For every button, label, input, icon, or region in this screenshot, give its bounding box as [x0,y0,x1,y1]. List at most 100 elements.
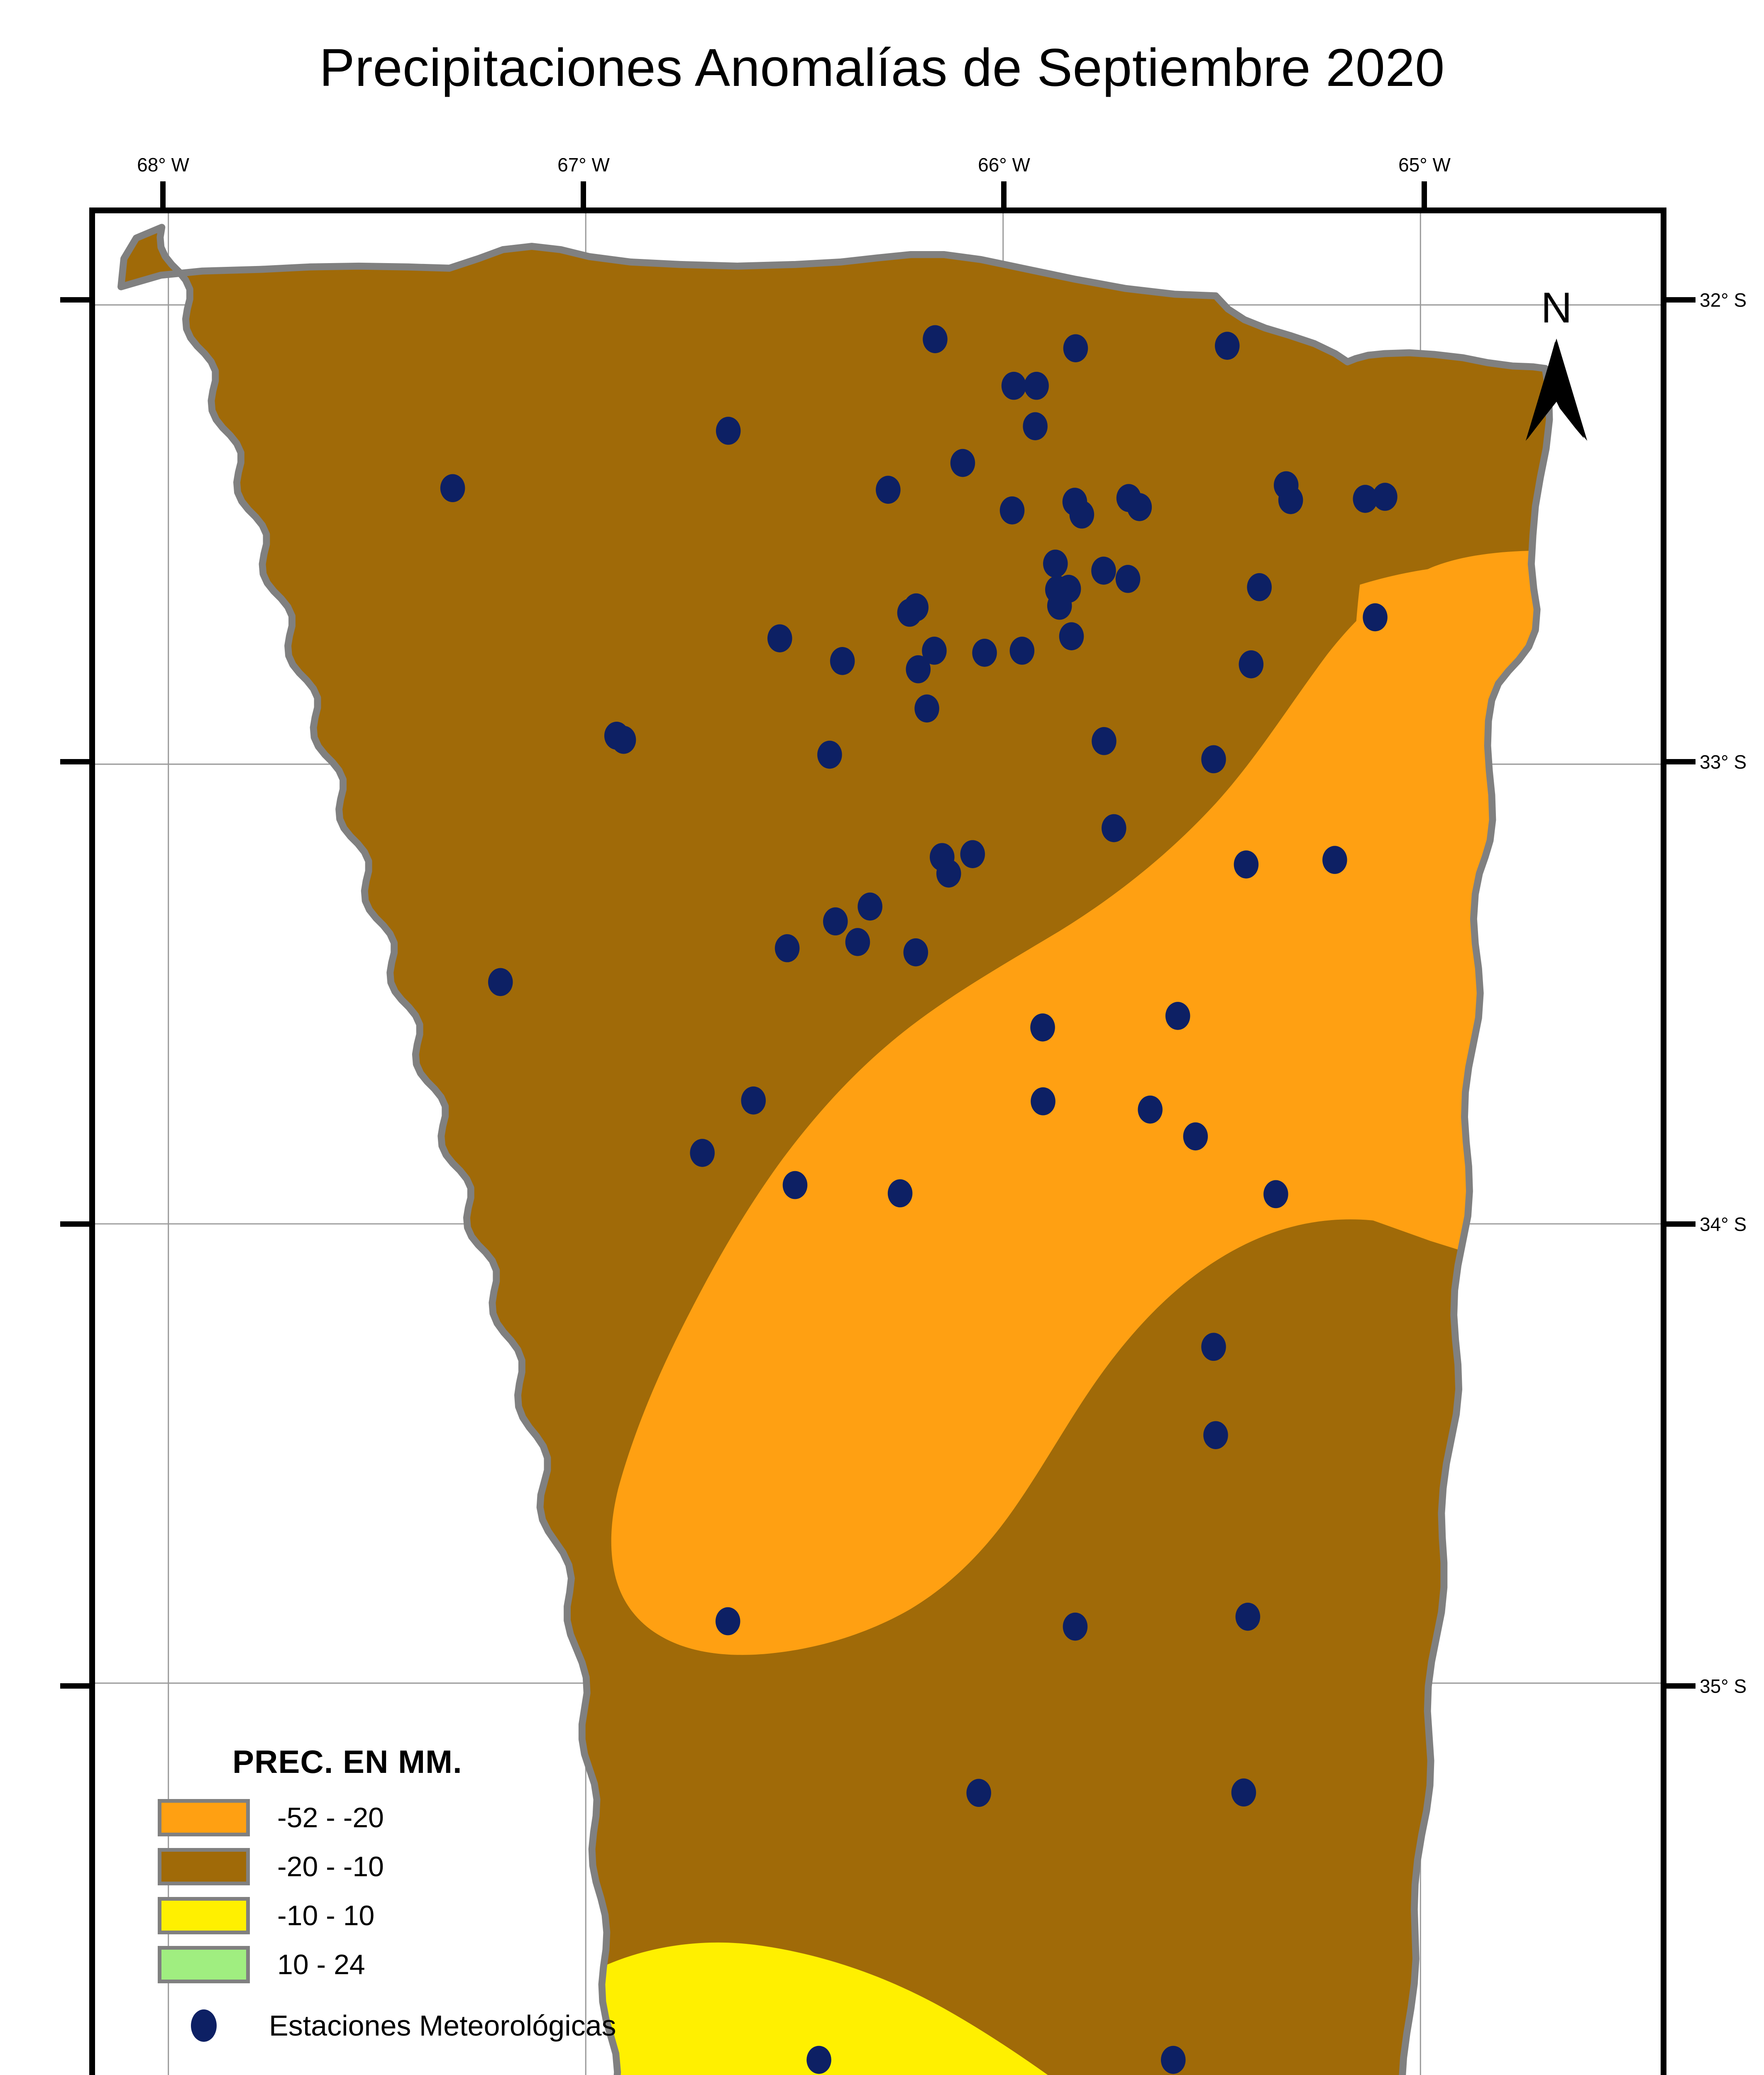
station-point[interactable] [1063,1612,1088,1641]
station-point[interactable] [1138,1095,1163,1124]
lat-tick-32-right [1664,297,1696,303]
station-point[interactable] [887,1179,913,1208]
station-point[interactable] [806,2046,831,2074]
legend-item-stations[interactable]: Estaciones Meteorológicas [125,2001,789,2051]
station-point[interactable] [914,694,939,723]
station-point[interactable] [950,449,975,477]
station-point[interactable] [1023,412,1048,440]
station-point[interactable] [1165,1002,1190,1030]
station-point[interactable] [906,655,931,684]
station-point[interactable] [440,474,465,503]
legend-swatch-green [158,1946,250,1983]
station-point[interactable] [1247,573,1272,601]
north-arrow: N [1511,286,1602,444]
station-point[interactable] [715,1607,740,1636]
lat-tick-33-right [1664,759,1696,764]
station-point[interactable] [1353,485,1378,513]
lat-label-34: 34° S [1700,1213,1747,1235]
station-point[interactable] [1116,484,1141,512]
lon-label-65: 65° W [1398,154,1451,176]
class-area-yellow [601,1942,1414,2075]
legend-swatch-orange [158,1799,250,1836]
legend-label-green: 10 - 24 [277,1949,365,1980]
station-point[interactable] [1101,814,1126,842]
station-point[interactable] [741,1086,766,1115]
lat-tick-34-right [1664,1221,1696,1227]
class-area-orange-ne [1323,563,1549,1270]
lat-tick-35-right [1664,1683,1696,1689]
station-point[interactable] [1031,1087,1055,1116]
station-point[interactable] [1059,622,1084,650]
station-point[interactable] [1092,727,1117,755]
station-point[interactable] [1183,1122,1208,1151]
lon-tick-66 [1001,181,1007,213]
station-point[interactable] [716,417,741,445]
station-point[interactable] [966,1779,991,1807]
map-frame [89,208,1666,2075]
station-point[interactable] [960,840,985,868]
legend-item-orange[interactable]: -52 - -20 [125,1795,789,1841]
legend-label-stations: Estaciones Meteorológicas [269,2009,616,2042]
map-canvas[interactable] [95,213,1661,2075]
station-point[interactable] [1069,500,1095,529]
station-point[interactable] [923,325,948,354]
station-point[interactable] [1214,332,1240,360]
station-point[interactable] [1239,650,1264,679]
station-point[interactable] [1201,745,1226,774]
lon-tick-68 [160,181,166,213]
legend-swatch-yellow [158,1897,250,1934]
station-point[interactable] [1009,637,1035,665]
station-point[interactable] [1235,1602,1261,1631]
station-point[interactable] [1063,334,1088,362]
station-point[interactable] [1024,371,1049,400]
station-point[interactable] [903,938,928,967]
lat-tick-32-left [60,297,92,303]
station-point[interactable] [1115,565,1141,593]
station-dot-icon [191,2009,217,2042]
station-point[interactable] [817,740,842,769]
station-point[interactable] [1091,557,1116,585]
station-point[interactable] [1161,2046,1186,2074]
station-point[interactable] [936,859,961,888]
station-point[interactable] [972,639,997,667]
legend-swatch-brown [158,1848,250,1885]
province-outline [117,224,1553,2075]
lat-tick-34-left [60,1221,92,1227]
station-point[interactable] [999,496,1025,525]
class-area-yellow-fill [585,1958,1426,2075]
station-point[interactable] [1373,483,1398,511]
lon-tick-65 [1422,181,1427,213]
station-point[interactable] [1231,1778,1256,1807]
station-point[interactable] [1363,603,1388,632]
station-point[interactable] [782,1171,808,1199]
station-point[interactable] [1263,1180,1288,1208]
station-point[interactable] [823,907,848,936]
legend-item-brown[interactable]: -20 - -10 [125,1844,789,1889]
station-point[interactable] [767,624,792,652]
station-point[interactable] [488,968,513,996]
station-point[interactable] [1001,371,1026,400]
station-point[interactable] [774,934,800,962]
station-point[interactable] [1273,471,1299,500]
station-point[interactable] [845,928,870,956]
station-point[interactable] [1322,846,1347,874]
station-point[interactable] [876,476,901,504]
legend-item-yellow[interactable]: -10 - 10 [125,1893,789,1938]
station-point[interactable] [1043,549,1068,578]
lat-label-33: 33° S [1700,751,1747,773]
station-point[interactable] [858,892,882,921]
legend: PREC. EN MM. -52 - -20 -20 - -10 -10 - 1… [125,1743,789,2054]
stations-layer[interactable] [440,325,1398,2074]
station-point[interactable] [604,721,629,750]
station-point[interactable] [830,647,855,675]
station-point[interactable] [690,1139,715,1167]
station-point[interactable] [1201,1333,1226,1361]
station-point[interactable] [1203,1421,1228,1449]
station-point[interactable] [1030,1013,1055,1042]
station-point[interactable] [922,637,947,665]
legend-item-green[interactable]: 10 - 24 [125,1942,789,1987]
station-point[interactable] [1234,850,1259,879]
station-point[interactable] [1047,591,1072,620]
legend-label-brown: -20 - -10 [277,1851,384,1882]
station-point[interactable] [904,593,929,622]
